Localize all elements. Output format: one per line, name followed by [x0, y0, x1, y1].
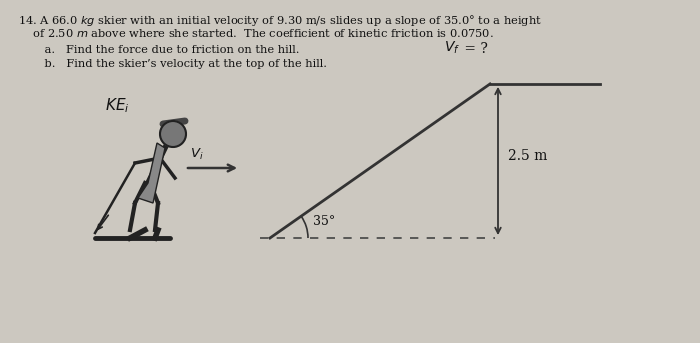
Text: 2.5 m: 2.5 m	[508, 149, 547, 163]
Text: $V_i$: $V_i$	[190, 147, 204, 162]
Circle shape	[160, 121, 186, 147]
Text: $KE_i$: $KE_i$	[105, 96, 130, 115]
Polygon shape	[138, 143, 165, 203]
Text: $V_f$: $V_f$	[444, 39, 460, 56]
Text: 35°: 35°	[313, 215, 335, 228]
Text: 14. A 66.0 $kg$ skier with an initial velocity of 9.30 m/s slides up a slope of : 14. A 66.0 $kg$ skier with an initial ve…	[18, 13, 542, 28]
Text: = ?: = ?	[460, 42, 488, 56]
Text: a.   Find the force due to friction on the hill.: a. Find the force due to friction on the…	[30, 45, 300, 55]
Text: b.   Find the skier’s velocity at the top of the hill.: b. Find the skier’s velocity at the top …	[30, 59, 327, 69]
Text: of 2.50 $m$ above where she started.  The coefficient of kinetic friction is 0.0: of 2.50 $m$ above where she started. The…	[18, 27, 493, 39]
